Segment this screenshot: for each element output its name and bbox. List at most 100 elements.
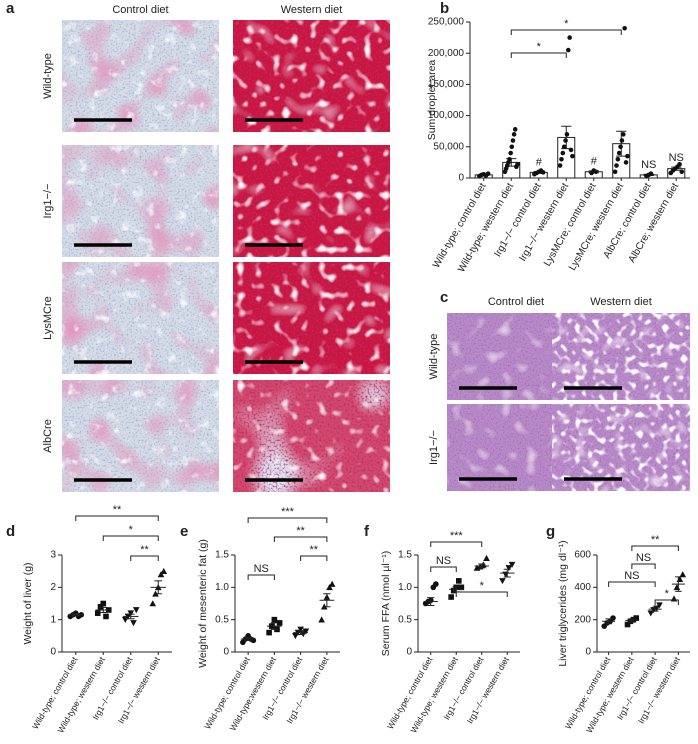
point [560,150,566,156]
point [610,615,616,621]
error-bar [154,580,163,595]
point [647,610,655,617]
point [630,616,637,623]
y-tick-label: 2 [50,582,56,593]
point [127,610,135,617]
point [510,138,516,143]
panel-letter: c [440,289,448,306]
x-tick-label: Wild-type; western diet [408,655,460,735]
image-texture [62,145,219,257]
column-header: Western diet [281,4,343,16]
significance-bracket [510,29,622,35]
point [673,584,681,591]
error-bar [651,606,659,612]
annotation: # [536,156,543,168]
point [648,171,654,176]
panel-letter: b [440,0,449,17]
error-bar [99,606,108,614]
x-tick-label: Wild-type; control diet [202,655,252,731]
x-tick-label: AlbCre; western diet [627,181,682,265]
image-texture [233,145,390,257]
y-tick-label: 0 [223,647,229,658]
chart: f Serum FFA (nmol µl⁻¹) 0 0.5 1.0 1.5 Wild-typ… [364,523,520,735]
row-label: Irg1−/− [42,184,54,219]
point [625,153,630,159]
micrograph [552,404,690,491]
micrograph [62,262,219,374]
point [593,169,599,175]
image-texture [233,262,390,374]
point [616,150,622,156]
image-texture [62,20,219,132]
significance-label: * [129,524,134,536]
point [679,571,687,578]
point [94,610,101,616]
point [677,161,682,167]
point [328,580,336,587]
row-label: Wild-type [428,334,440,380]
error-bar [270,622,279,630]
point [160,567,168,574]
point [456,578,462,584]
y-axis-label: Weight of liver (g) [22,562,34,644]
point [612,169,618,175]
y-tick-label: 1.0 [215,582,229,593]
point [149,600,157,607]
point [512,127,518,132]
annotation: # [591,156,598,168]
point [618,144,623,150]
image-texture [552,404,690,491]
y-tick-label: 200 [574,614,591,625]
significance-bracket [247,517,328,523]
point [326,584,333,591]
y-tick-label: 100,000 [428,110,465,121]
panel-letter: a [6,0,15,17]
significance-label: * [665,588,670,600]
error-bar [675,576,682,592]
y-tick-label: 0.5 [398,614,412,625]
error-bar [628,618,636,623]
point [620,132,626,137]
significance-label: * [564,18,569,30]
y-tick-label: 250,000 [428,17,465,28]
point [570,153,575,159]
image-texture [552,313,690,400]
point [619,138,625,143]
error-bar [503,568,511,578]
significance-label: ** [651,534,660,546]
chart: b Sum droplet area 0 50,000 100,000 150,000 20… [426,0,690,274]
significance-label: *** [450,530,464,542]
point [627,618,634,625]
x-tick-label: LysMCre; control diet [542,181,599,268]
image-texture [233,380,390,492]
point [485,171,491,176]
significance-label: *** [281,506,295,518]
point [276,620,283,626]
point [505,565,513,572]
point [271,616,278,623]
point [564,132,570,137]
y-tick-label: 50,000 [433,141,464,152]
error-bar [244,637,252,641]
annotation: NS [669,152,684,164]
y-tick-label: 0 [458,173,464,184]
significance-label: ** [140,544,149,556]
y-axis-label: Sum droplet area [426,60,438,141]
y-axis-label: Liver triglycerides (mg dl⁻¹) [557,540,569,666]
point [633,615,640,621]
column-header: Control diet [488,296,544,308]
significance-bracket [430,541,483,547]
point [670,595,678,602]
x-tick-label: Wild-type; control diet [385,655,435,731]
point [508,561,516,568]
point [458,584,465,591]
y-tick-label: 0 [406,647,412,658]
point [656,602,663,609]
y-tick-label: 1.5 [215,550,229,561]
significance-label: NS [254,563,269,575]
point [624,621,631,628]
row-label: LysMCre [42,296,54,340]
y-tick-label: 600 [574,550,591,561]
